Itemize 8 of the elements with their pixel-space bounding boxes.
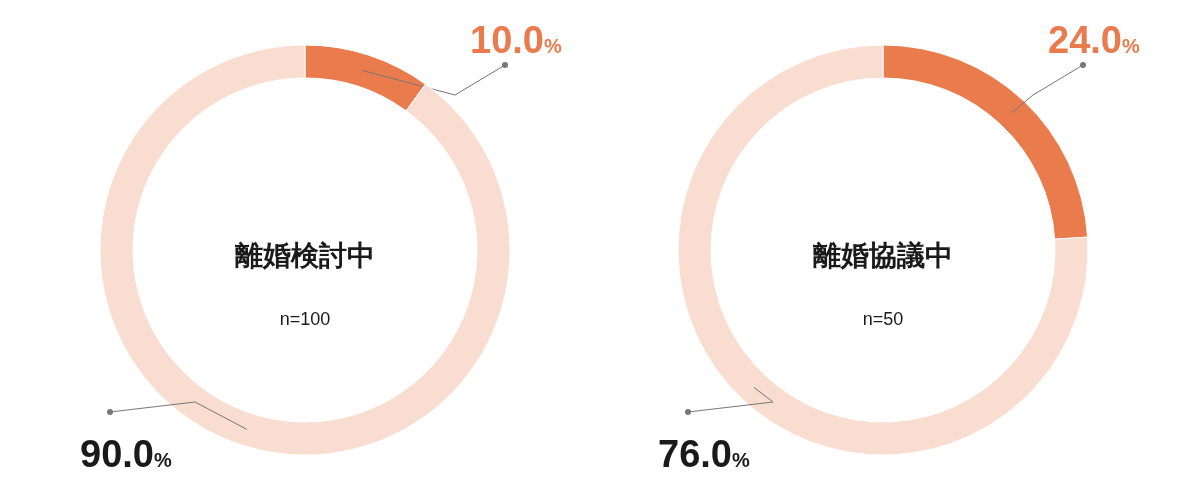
text: n=50 [862, 309, 904, 329]
text: 離婚検討中 [234, 240, 375, 271]
text: 離婚協議中 [812, 240, 953, 271]
data-label: 24.0% [1048, 19, 1140, 61]
data-label: 76.0% [658, 433, 750, 475]
data-label: 90.0% [80, 433, 172, 475]
data-label: 10.0% [470, 19, 562, 61]
text: n=100 [279, 309, 331, 329]
